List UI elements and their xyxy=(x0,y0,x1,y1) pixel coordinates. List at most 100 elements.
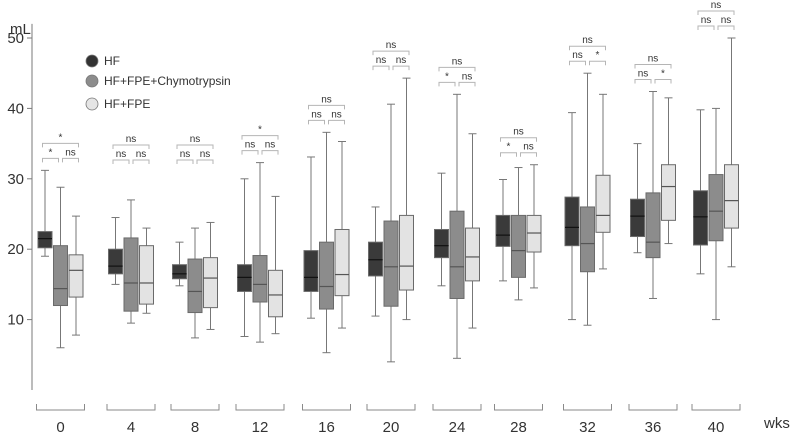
box-hf xyxy=(237,178,252,337)
box-iqr xyxy=(661,164,676,221)
y-tick-label: 50 xyxy=(7,30,24,47)
legend-label: HF+FPE xyxy=(104,97,150,111)
significance-label: ns xyxy=(582,35,593,46)
y-tick-label: 20 xyxy=(7,241,24,258)
significance-bracket xyxy=(520,152,537,157)
box-hf xyxy=(172,241,187,287)
x-bracket xyxy=(36,404,85,411)
box-iqr xyxy=(595,174,611,233)
box-iqr xyxy=(334,228,350,297)
legend-swatch xyxy=(85,54,99,68)
box-hf-fpe-chymotrypsin xyxy=(252,162,268,343)
x-bracket xyxy=(366,404,416,411)
box-hf-fpe-chymotrypsin xyxy=(187,227,203,339)
significance-label: * xyxy=(596,50,600,61)
box-hf-fpe xyxy=(268,195,283,335)
significance-bracket xyxy=(500,152,517,157)
significance-bracket xyxy=(372,50,410,56)
significance-label: ns xyxy=(65,147,76,158)
box-hf xyxy=(108,217,123,285)
significance-label: * xyxy=(49,147,53,158)
significance-bracket xyxy=(241,135,279,140)
significance-bracket xyxy=(372,65,390,71)
significance-bracket xyxy=(241,150,259,155)
x-bracket xyxy=(106,404,156,411)
significance-label: * xyxy=(258,125,262,136)
significance-label: * xyxy=(507,142,511,153)
x-axis-unit: wks xyxy=(763,415,790,432)
significance-label: ns xyxy=(396,55,407,66)
significance-bracket xyxy=(697,25,715,30)
x-tick-label: 20 xyxy=(383,419,400,436)
significance-label: ns xyxy=(513,127,524,138)
box-hf-fpe-chymotrypsin xyxy=(123,199,139,324)
significance-bracket xyxy=(328,119,345,125)
legend: HF HF+FPE+Chymotrypsin HF+FPE xyxy=(85,54,231,111)
box-hf-fpe xyxy=(595,93,611,270)
significance-bracket xyxy=(500,137,537,142)
significance-label: ns xyxy=(126,134,137,145)
x-axis: 0 4 8 12 16 20 24 28 32 36 40 xyxy=(36,404,741,436)
legend-swatch xyxy=(85,74,99,88)
box-iqr xyxy=(252,255,268,303)
significance-bracket xyxy=(196,159,214,164)
box-iqr xyxy=(123,237,139,312)
significance-bracket xyxy=(112,144,150,149)
significance-bracket xyxy=(42,142,79,148)
box-iqr xyxy=(511,214,526,278)
box-iqr xyxy=(37,231,53,249)
box-iqr xyxy=(465,227,480,282)
box-iqr xyxy=(580,206,595,273)
box-iqr xyxy=(139,245,154,305)
significance-bracket xyxy=(438,81,456,87)
significance-label: ns xyxy=(721,15,732,26)
box-hf xyxy=(495,179,511,282)
significance-label: ns xyxy=(376,55,387,66)
box-iqr xyxy=(187,258,203,314)
significance-bracket xyxy=(634,79,652,84)
box-hf xyxy=(564,112,580,321)
x-tick-label: 32 xyxy=(579,419,596,436)
box-hf-fpe xyxy=(465,133,480,329)
box-hf-fpe-chymotrypsin xyxy=(383,103,399,363)
box-hf-fpe xyxy=(203,221,218,330)
significance-bracket xyxy=(569,45,606,51)
y-tick-label: 10 xyxy=(7,312,24,329)
significance-label: ns xyxy=(572,50,583,61)
significance-label: * xyxy=(59,132,63,143)
box-iqr xyxy=(108,248,123,275)
box-series-group xyxy=(37,37,739,363)
box-hf-fpe-chymotrypsin xyxy=(53,186,68,349)
box-iqr xyxy=(303,250,319,292)
significance-label: * xyxy=(661,69,665,80)
significance-label: ns xyxy=(648,54,659,65)
significance-bracket xyxy=(654,79,672,84)
y-axis: 10 20 30 40 50 xyxy=(7,23,33,390)
significance-bracket xyxy=(261,150,279,155)
x-tick-label: 4 xyxy=(127,419,135,436)
box-iqr xyxy=(449,210,465,299)
box-hf xyxy=(630,143,645,254)
box-hf-fpe-chymotrypsin xyxy=(511,167,526,301)
significance-bracket xyxy=(132,159,150,164)
box-iqr xyxy=(53,245,68,307)
box-iqr xyxy=(630,198,645,238)
x-tick-label: 24 xyxy=(449,419,466,436)
box-iqr xyxy=(645,192,661,259)
significance-label: ns xyxy=(321,94,332,105)
legend-label: HF+FPE+Chymotrypsin xyxy=(104,74,231,88)
significance-bracket xyxy=(697,10,735,15)
significance-label: ns xyxy=(638,69,649,80)
x-tick-label: 12 xyxy=(252,419,269,436)
box-hf-fpe-chymotrypsin xyxy=(449,93,465,359)
significance-label: ns xyxy=(386,40,397,51)
box-iqr xyxy=(564,196,580,247)
significance-bracket xyxy=(458,81,476,87)
legend-label: HF xyxy=(104,54,120,68)
box-hf-fpe xyxy=(139,227,154,314)
box-hf-fpe xyxy=(661,97,676,245)
box-iqr xyxy=(495,214,511,247)
box-iqr xyxy=(268,269,283,318)
